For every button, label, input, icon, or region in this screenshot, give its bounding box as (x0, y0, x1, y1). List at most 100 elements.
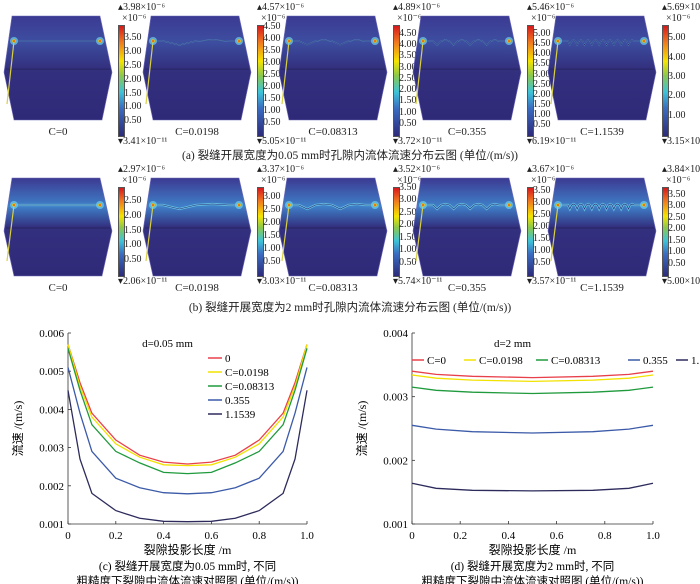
colorbar-tick-label: 5.00 (533, 28, 551, 40)
legend-entry: C=0.08313 (551, 355, 601, 367)
colorbar (393, 25, 400, 137)
colorbar-tick-label: 0.50 (533, 257, 551, 268)
colorbar-max-label: ▴3.84×10⁻⁶ (662, 164, 700, 175)
legend-entry: 0.355 (225, 395, 250, 407)
colorbar-tick-label: 1.00 (263, 242, 281, 254)
y-tick-label: 0.003 (383, 392, 408, 404)
colorbar (393, 187, 400, 277)
colorbar-tick-label: 4.00 (668, 51, 686, 63)
x-tick-label: 0.6 (550, 530, 564, 542)
colorbar-min-label: ▾3.03×10⁻¹¹ (257, 276, 307, 287)
model-block-render (3, 15, 113, 121)
colorbar-tick-label: 3.00 (124, 46, 142, 58)
y-tick-label: 0.005 (39, 366, 64, 378)
series-line-1 (67, 344, 308, 467)
colorbar-max-label: ▴3.98×10⁻⁶ (118, 2, 165, 13)
panel-roughness-label: C=0.08313 (308, 282, 358, 294)
chart-caption: (d) 裂缝开展宽度为2 mm时, 不同 (451, 559, 615, 573)
legend-entry: C=0 (427, 355, 447, 367)
colorbar-tick-label: 3.50 (399, 181, 417, 193)
colorbar (118, 187, 125, 277)
colorbar-tick-label: 3.00 (533, 197, 551, 209)
x-tick-label: 0 (409, 530, 415, 542)
colorbar-min-label: ▾5.00×10⁻¹¹ (662, 276, 700, 287)
colorbar-tick-label: 3.00 (668, 71, 686, 82)
colorbar-tick-label: 2.50 (263, 203, 281, 215)
colorbar-tick-label: 5.00 (668, 32, 686, 44)
colorbar-tick-label: 1.50 (668, 234, 686, 246)
colorbar-min-label: ▾3.41×10⁻¹¹ (118, 136, 168, 147)
colorbar-tick-label: 0.50 (263, 255, 281, 267)
panel-roughness-label: C=0.08313 (308, 126, 358, 138)
colorbar (662, 187, 669, 277)
series-line-4 (67, 390, 308, 523)
panel-roughness-label: C=0.355 (447, 282, 487, 294)
colorbar-tick-label: 1.50 (533, 98, 551, 110)
chart-caption: 粗糙度下裂隙中流体流速对照图 (单位/(m/s)) (421, 574, 643, 584)
model-block-render (278, 15, 388, 121)
model-block-render (547, 177, 657, 277)
colorbar-tick-label: 1.00 (533, 108, 551, 120)
chart-title: d=0.05 mm (142, 338, 193, 350)
colorbar-unit-label: ×10⁻⁶ (261, 13, 286, 24)
series-line-1 (411, 374, 654, 383)
colorbar-tick-label: 1.50 (399, 231, 417, 243)
panel-roughness-label: C=0.355 (447, 126, 487, 138)
colorbar-tick-label: 2.50 (533, 209, 551, 221)
colorbar-unit-label: ×10⁻⁶ (122, 175, 147, 186)
panel-roughness-label: C=0.0198 (175, 282, 219, 294)
colorbar-tick-label: 1.00 (668, 246, 686, 258)
colorbar-tick-label: 1.50 (124, 224, 142, 236)
colorbar-tick-label: 4.00 (533, 48, 551, 60)
colorbar-max-label: ▴3.37×10⁻⁶ (257, 164, 304, 175)
colorbar-max-label: ▴4.57×10⁻⁶ (257, 2, 304, 13)
series-line-0 (67, 344, 308, 465)
colorbar-tick-label: 3.00 (263, 56, 281, 68)
colorbar (662, 25, 669, 137)
colorbar-unit-label: ×10⁻⁶ (397, 175, 422, 186)
x-tick-label: 0.4 (157, 530, 171, 542)
colorbar-tick-label: 3.50 (124, 32, 142, 44)
colorbar-min-label: ▾6.19×10⁻¹¹ (527, 136, 577, 147)
colorbar-tick-label: 2.00 (533, 221, 551, 233)
colorbar-tick-label: 1.50 (263, 229, 281, 241)
colorbar-unit-label: ×10⁻⁶ (122, 13, 147, 24)
y-tick-label: 0.006 (39, 328, 64, 340)
x-tick-label: 0.4 (502, 530, 516, 542)
colorbar-tick-label: 1.00 (399, 244, 417, 255)
colorbar-max-label: ▴5.69×10⁻⁶ (662, 2, 700, 13)
colorbar-tick-label: 2.50 (124, 194, 142, 206)
colorbar-tick-label: 1.00 (263, 104, 281, 116)
colorbar-tick-label: 0.50 (533, 118, 551, 130)
y-tick-label: 0.001 (383, 519, 408, 531)
x-axis-label: 裂隙投影长度 /m (144, 542, 232, 557)
colorbar-tick-label: 2.50 (399, 206, 417, 218)
y-tick-label: 0.002 (383, 455, 408, 467)
colorbar-tick-label: 2.50 (533, 78, 551, 90)
colorbar-min-label: ▾3.72×10⁻¹¹ (393, 136, 443, 147)
colorbar-tick-label: 4.50 (399, 27, 417, 39)
colorbar-tick-label: 1.50 (533, 233, 551, 245)
colorbar-tick-label: 3.50 (668, 188, 686, 200)
colorbar-tick-label: 1.50 (263, 92, 281, 104)
x-tick-label: 1.0 (646, 530, 660, 542)
legend-entry: C=0.0198 (479, 355, 523, 367)
colorbar-tick-label: 1.00 (533, 245, 551, 257)
panel-roughness-label: C=1.1539 (580, 282, 624, 294)
x-tick-label: 1.0 (300, 530, 314, 542)
colorbar-tick-label: 3.00 (668, 200, 686, 212)
colorbar-tick-label: 2.00 (533, 88, 551, 100)
model-block-render (142, 177, 252, 277)
colorbar-unit-label: ×10⁻⁶ (531, 175, 556, 186)
colorbar-max-label: ▴2.97×10⁻⁶ (118, 164, 165, 175)
panel-roughness-label: C=0 (48, 126, 68, 138)
colorbar (257, 187, 264, 277)
colorbar-tick-label: 3.50 (533, 58, 551, 70)
colorbar-max-label: ▴4.89×10⁻⁶ (393, 2, 440, 13)
colorbar-tick-label: 2.50 (668, 211, 686, 223)
model-block-render (278, 177, 388, 277)
model-block-render (3, 177, 113, 277)
colorbar-tick-label: 3.00 (263, 190, 281, 202)
colorbar (257, 25, 264, 137)
y-tick-label: 0.004 (39, 404, 64, 416)
